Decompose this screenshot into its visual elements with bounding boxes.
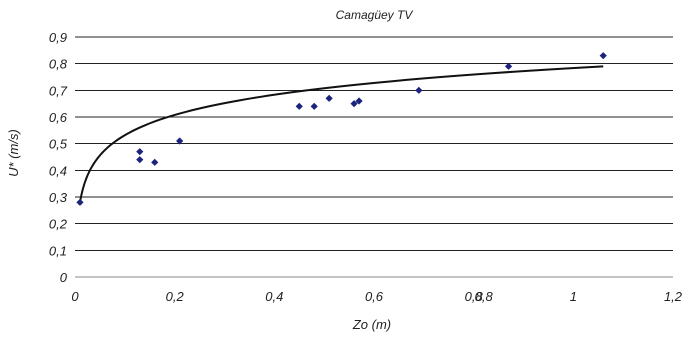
x-tick-label: 0 [71, 289, 79, 304]
y-tick-label: 0 [60, 270, 68, 285]
x-tick-label: 0,6 [365, 289, 384, 304]
scatter-point [325, 94, 333, 102]
scatter-point [76, 198, 84, 206]
y-tick-label: 0,7 [49, 83, 68, 98]
scatter-point [136, 148, 144, 156]
y-tick-label: 0,3 [49, 190, 68, 205]
data-points [76, 52, 607, 206]
gridlines [75, 36, 673, 251]
x-tick-label: 0,2 [166, 289, 185, 304]
scatter-point [136, 156, 144, 164]
scatter-point [415, 86, 423, 94]
x-tick-label: 0,4 [265, 289, 283, 304]
y-tick-label: 0,8 [49, 57, 68, 72]
y-tick-labels: 0 0,1 0,2 0,3 0,4 0,5 0,6 0,7 0,8 0,9 [49, 30, 68, 285]
y-tick-label: 0,5 [49, 137, 68, 152]
y-tick-label: 0,2 [49, 217, 68, 232]
x-tick-labels: 0 0,2 0,4 0,6 0,8 1 1,2 0,8 [71, 289, 682, 304]
y-tick-label: 0,4 [49, 163, 67, 178]
y-tick-label: 0,9 [49, 30, 67, 45]
scatter-point [504, 62, 513, 70]
scatter-point [310, 102, 318, 110]
scatter-point [350, 100, 358, 108]
y-tick-label: 0,6 [49, 110, 68, 125]
scatter-point [599, 52, 607, 60]
scatter-point [151, 158, 159, 166]
x-tick-label: 1 [570, 289, 577, 304]
x-tick-label-overlap: 0,8 [475, 289, 494, 304]
scatter-point [176, 137, 184, 145]
x-tick-label: 1,2 [664, 289, 683, 304]
x-tick-label: 0,8 [465, 289, 484, 304]
y-tick-label: 0,1 [49, 243, 67, 258]
trendline-layer [78, 65, 604, 203]
trendline [78, 65, 604, 203]
y-axis-label: U* (m/s) [6, 129, 21, 177]
scatter-point [355, 97, 363, 105]
scatter-point [295, 102, 303, 110]
x-axis-label: Zo (m) [352, 317, 391, 332]
chart-title: Camagüey TV [336, 8, 414, 22]
